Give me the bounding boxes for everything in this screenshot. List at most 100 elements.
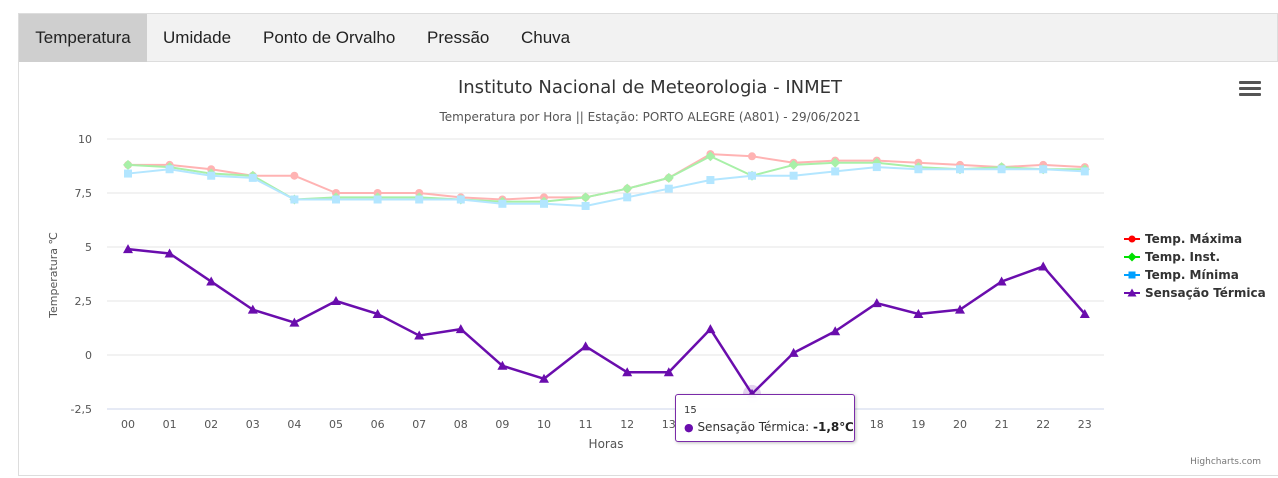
data-point (123, 244, 133, 254)
data-point (788, 159, 799, 170)
data-point (997, 165, 1006, 174)
x-tick-label: 18 (870, 418, 884, 431)
y-tick-label: 7,5 (75, 187, 93, 200)
data-point (748, 152, 756, 161)
data-point (290, 171, 299, 180)
chart-title: Instituto Nacional de Meteorologia - INM… (458, 77, 843, 98)
series-0 (124, 150, 1089, 204)
x-tick-label: 04 (287, 418, 301, 431)
legend-item-label[interactable]: Temp. Inst. (1145, 250, 1220, 264)
x-tick-label: 13 (662, 418, 676, 431)
data-point (1039, 165, 1048, 174)
x-tick-label: 05 (329, 418, 343, 431)
data-point (789, 171, 798, 180)
y-axis-title: Temperatura ℃ (47, 232, 60, 319)
data-point (540, 199, 548, 208)
tooltip-dot-icon: ● (684, 421, 694, 434)
x-tick-label: 02 (204, 418, 218, 431)
data-point (706, 176, 715, 185)
chart-panel (18, 62, 1278, 476)
tooltip-value: -1,8℃ (813, 420, 854, 434)
x-axis-title: Horas (589, 437, 624, 451)
legend-item-label[interactable]: Temp. Mínima (1145, 268, 1239, 282)
x-axis-ticks: 0001020304050607080910111213141516171819… (121, 418, 1092, 431)
x-tick-label: 03 (246, 418, 260, 431)
tab-temperatura[interactable]: Temperatura (19, 14, 147, 62)
x-tick-label: 20 (953, 418, 967, 431)
data-point (372, 308, 383, 318)
legend-marker (1127, 252, 1137, 262)
y-tick-label: 10 (78, 133, 92, 146)
data-point (1079, 308, 1090, 318)
y-axis-ticks: -2,5 0 2,5 5 7,5 10 (71, 133, 92, 416)
data-point (332, 195, 340, 204)
data-point (788, 347, 799, 357)
data-point (580, 192, 591, 203)
data-point (497, 360, 508, 370)
tooltip-row: ● Sensação Térmica: -1,8℃ (684, 420, 854, 434)
data-point (1038, 261, 1049, 271)
data-point (289, 317, 300, 327)
chart-subtitle: Temperatura por Hora || Estação: PORTO A… (438, 110, 860, 124)
data-point (124, 169, 132, 178)
data-point (663, 367, 674, 377)
x-tick-label: 08 (454, 418, 468, 431)
tab-ponto-de-orvalho[interactable]: Ponto de Orvalho (263, 28, 396, 47)
legend-item-label[interactable]: Sensação Térmica (1145, 286, 1266, 300)
hamburger-menu-icon[interactable] (1239, 81, 1261, 101)
data-point (622, 183, 633, 194)
data-point (331, 296, 341, 305)
data-point (830, 157, 841, 168)
x-tick-label: 11 (579, 418, 593, 431)
tab-chuva[interactable]: Chuva (521, 28, 571, 47)
data-point (373, 195, 382, 204)
data-point (664, 184, 673, 193)
x-tick-label: 07 (412, 418, 426, 431)
data-point (914, 165, 923, 174)
series-3 (123, 244, 1090, 398)
data-point (913, 308, 924, 318)
x-tick-label: 19 (911, 418, 925, 431)
data-point (1080, 167, 1089, 176)
legend-marker (1127, 288, 1137, 297)
tab-pressao[interactable]: Pressão (427, 28, 490, 47)
data-point (580, 341, 591, 351)
legend-item-label[interactable]: Temp. Máxima (1145, 232, 1242, 246)
data-point (498, 199, 507, 208)
data-point (830, 326, 841, 336)
data-point (456, 195, 465, 204)
data-point (164, 248, 175, 258)
x-tick-label: 21 (995, 418, 1009, 431)
grid-lines (107, 138, 1104, 410)
x-tick-label: 23 (1078, 418, 1092, 431)
data-point (955, 304, 965, 314)
legend-marker (1128, 271, 1136, 279)
data-point (663, 172, 674, 183)
tooltip-header: 15 (684, 405, 697, 416)
credits-link[interactable]: Highcharts.com (1190, 457, 1261, 467)
data-point (206, 276, 217, 286)
data-point (581, 201, 590, 210)
x-tick-label: 10 (537, 418, 551, 431)
x-tick-label: 00 (121, 418, 135, 431)
data-point (871, 298, 882, 308)
data-point (996, 276, 1007, 286)
data-point (207, 171, 216, 180)
tab-bar: Temperatura Umidade Ponto de Orvalho Pre… (18, 13, 1278, 62)
x-tick-label: 22 (1036, 418, 1050, 431)
series-2 (124, 163, 1089, 210)
legend: Temp. Máxima Temp. Inst. Temp. Mínima Sensa… (1124, 232, 1266, 300)
y-tick-label: 0 (85, 349, 92, 362)
data-point (165, 165, 174, 174)
data-point (455, 324, 466, 334)
data-point (748, 171, 756, 180)
tab-umidade[interactable]: Umidade (163, 28, 232, 47)
data-point (539, 373, 549, 383)
x-tick-label: 12 (620, 418, 634, 431)
data-point (623, 193, 632, 202)
data-point (705, 151, 716, 162)
y-tick-label: -2,5 (71, 403, 92, 416)
tooltip: 15 ● Sensação Térmica: -1,8℃ (675, 394, 855, 442)
series-line (127, 247, 1086, 396)
